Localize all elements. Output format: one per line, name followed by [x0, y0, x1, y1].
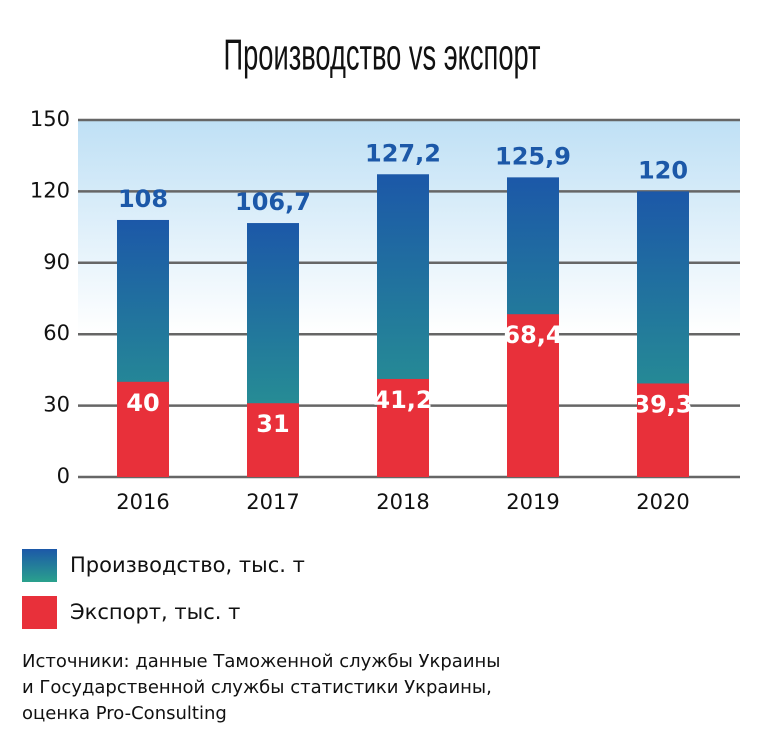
source-note: и Государственной службы статистики Укра…: [22, 677, 492, 698]
value-label: 41,2: [373, 386, 432, 414]
y-tick-label: 30: [43, 393, 70, 417]
y-tick-label: 90: [43, 250, 70, 274]
y-tick-label: 0: [57, 464, 70, 488]
legend-swatch: [22, 596, 57, 629]
bar: [247, 403, 299, 477]
x-tick-label: 2019: [506, 490, 559, 514]
value-label: 106,7: [235, 188, 311, 216]
legend-label: Экспорт, тыс. т: [70, 600, 240, 624]
bar: [117, 381, 169, 477]
value-label: 120: [638, 156, 688, 184]
chart-title: Производство vs экспорт: [224, 30, 541, 79]
value-label: 68,4: [503, 321, 562, 349]
x-tick-label: 2017: [246, 490, 299, 514]
value-label: 125,9: [495, 142, 571, 170]
x-tick-label: 2020: [636, 490, 689, 514]
legend-label: Производство, тыс. т: [70, 553, 305, 577]
y-tick-label: 60: [43, 321, 70, 345]
x-tick-label: 2016: [116, 490, 169, 514]
bar: [377, 378, 429, 477]
x-tick-label: 2018: [376, 490, 429, 514]
source-note: оценка Pro-Consulting: [22, 703, 227, 724]
value-label: 31: [256, 410, 289, 438]
value-label: 39,3: [633, 390, 692, 418]
value-label: 127,2: [365, 139, 441, 167]
bar: [507, 314, 559, 477]
value-label: 40: [126, 389, 159, 417]
value-label: 108: [118, 185, 168, 213]
source-note: Источники: данные Таможенной службы Укра…: [22, 651, 501, 672]
y-tick-label: 120: [30, 178, 70, 202]
y-tick-label: 150: [30, 107, 70, 131]
legend-swatch: [22, 549, 57, 582]
bar: [637, 383, 689, 477]
